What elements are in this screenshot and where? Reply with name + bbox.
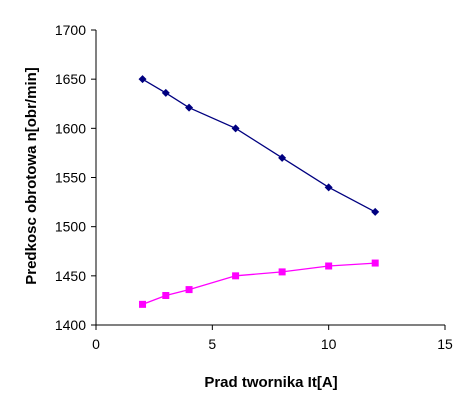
data-point-diamond [161, 88, 170, 97]
data-point-square [185, 286, 193, 294]
x-axis-title: Prad twornika It[A] [204, 374, 337, 391]
y-axis-title: Predkosc obrotowa n[obr/min] [23, 67, 40, 285]
data-point-diamond [278, 153, 287, 162]
data-point-diamond [185, 103, 194, 112]
data-point-diamond [138, 75, 147, 84]
series-layer [138, 75, 380, 308]
y-tick-label: 1400 [55, 317, 86, 333]
y-tick-label: 1650 [55, 71, 86, 87]
data-point-square [232, 272, 240, 280]
x-tick-label: 0 [92, 336, 100, 352]
axes [95, 30, 445, 326]
data-point-square [278, 268, 286, 276]
data-point-square [162, 292, 170, 299]
data-point-square [325, 262, 333, 270]
data-point-diamond [324, 183, 333, 192]
y-tick-label: 1600 [55, 120, 86, 136]
x-tick-label: 15 [437, 336, 453, 352]
y-tick-label: 1550 [55, 170, 86, 186]
x-axis-ticks: 0 5 10 15 [92, 325, 453, 352]
series-2 [139, 259, 379, 308]
data-point-square [371, 259, 379, 267]
series-1 [138, 75, 380, 216]
series-1-line [142, 78, 376, 213]
y-tick-label: 1500 [55, 219, 86, 235]
x-tick-label: 5 [208, 336, 216, 352]
y-tick-label: 1700 [55, 22, 86, 38]
data-point-square [139, 300, 147, 308]
data-point-diamond [371, 207, 380, 216]
x-tick-label: 10 [321, 336, 337, 352]
y-axis-ticks: 1400 1450 1500 1550 1600 1650 1700 [55, 22, 96, 333]
data-point-diamond [231, 124, 240, 133]
y-tick-label: 1450 [55, 268, 86, 284]
series-2-line [142, 262, 376, 306]
